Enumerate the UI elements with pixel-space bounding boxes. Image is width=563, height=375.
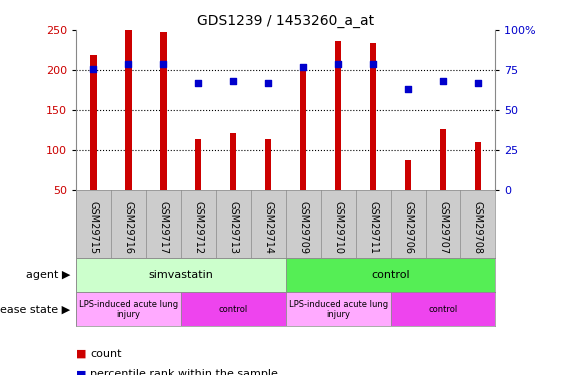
- Bar: [285, 258, 495, 292]
- Text: count: count: [90, 349, 122, 359]
- Bar: [181, 292, 286, 326]
- Point: [229, 78, 238, 84]
- Bar: [76, 292, 181, 326]
- Text: simvastatin: simvastatin: [149, 270, 213, 280]
- Text: agent ▶: agent ▶: [26, 270, 70, 280]
- Text: control: control: [428, 305, 458, 314]
- Bar: [265, 139, 271, 190]
- Bar: [335, 41, 341, 190]
- Bar: [440, 129, 446, 190]
- Text: GSM29712: GSM29712: [193, 201, 203, 254]
- Bar: [391, 292, 495, 326]
- Point: [369, 61, 378, 67]
- Text: LPS-induced acute lung
injury: LPS-induced acute lung injury: [79, 300, 178, 319]
- Text: GSM29715: GSM29715: [88, 201, 99, 254]
- Text: GSM29708: GSM29708: [473, 201, 483, 254]
- Bar: [160, 32, 167, 191]
- Text: GSM29706: GSM29706: [403, 201, 413, 254]
- Point: [439, 78, 448, 84]
- Text: control: control: [371, 270, 410, 280]
- Point: [159, 61, 168, 67]
- Bar: [90, 55, 97, 190]
- Text: disease state ▶: disease state ▶: [0, 304, 70, 314]
- Bar: [300, 67, 306, 190]
- Text: ■: ■: [76, 349, 87, 359]
- Text: GSM29717: GSM29717: [158, 201, 168, 254]
- Point: [334, 61, 343, 67]
- Text: GSM29711: GSM29711: [368, 201, 378, 254]
- Point: [124, 61, 133, 67]
- Bar: [76, 258, 285, 292]
- Text: ■: ■: [76, 369, 87, 375]
- Text: control: control: [218, 305, 248, 314]
- Point: [299, 64, 308, 70]
- Point: [89, 66, 98, 72]
- Text: GSM29709: GSM29709: [298, 201, 308, 254]
- Bar: [370, 43, 376, 190]
- Point: [263, 80, 272, 86]
- Text: GSM29716: GSM29716: [123, 201, 133, 254]
- Bar: [195, 139, 202, 190]
- Bar: [285, 292, 391, 326]
- Point: [404, 86, 413, 92]
- Bar: [405, 160, 411, 190]
- Bar: [230, 133, 236, 190]
- Bar: [126, 30, 132, 190]
- Text: GSM29714: GSM29714: [263, 201, 273, 254]
- Bar: [475, 142, 481, 190]
- Title: GDS1239 / 1453260_a_at: GDS1239 / 1453260_a_at: [197, 13, 374, 28]
- Text: GSM29713: GSM29713: [228, 201, 238, 254]
- Text: GSM29710: GSM29710: [333, 201, 343, 254]
- Text: GSM29707: GSM29707: [438, 201, 448, 254]
- Text: LPS-induced acute lung
injury: LPS-induced acute lung injury: [289, 300, 388, 319]
- Text: percentile rank within the sample: percentile rank within the sample: [90, 369, 278, 375]
- Point: [194, 80, 203, 86]
- Point: [473, 80, 482, 86]
